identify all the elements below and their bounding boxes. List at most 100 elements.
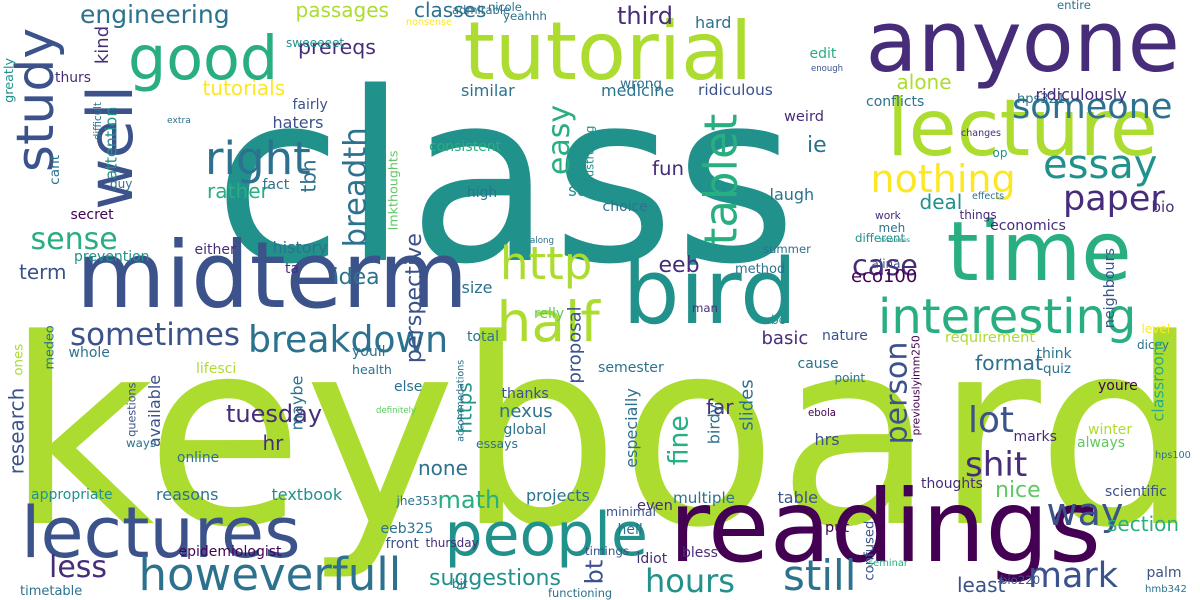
cloud-word: mark [1028,555,1118,596]
cloud-word: nature [822,328,868,344]
cloud-word: things [959,208,997,222]
cloud-word: extra [167,114,191,126]
cloud-word: either [194,242,236,258]
cloud-word: ones [11,343,27,376]
cloud-word: yeahhh [503,9,547,23]
cloud-word: timetable [20,584,83,599]
cloud-word: format [975,351,1044,375]
cloud-word: always [1077,435,1126,451]
cloud-word: kind [92,25,114,65]
cloud-word: ebola [808,408,837,419]
cloud-word: far [706,395,734,419]
cloud-word: front [385,536,419,552]
cloud-word: meh [878,221,906,235]
cloud-word: essays [476,436,518,451]
cloud-word: proposal [564,306,586,384]
cloud-word: math [437,486,501,514]
cloud-word: alina [871,257,901,271]
cloud-word: relly [534,306,565,322]
cloud-word: projects [526,486,590,505]
cloud-word: multiple [673,488,736,507]
cloud-word: tutorial [463,5,753,98]
cloud-word: fact [262,177,290,193]
cloud-word: nice [995,478,1041,503]
cloud-word: breadth [338,126,374,247]
cloud-word: cause [797,356,839,372]
cloud-word: quiz [1043,361,1071,377]
cloud-word: prevention [74,249,150,265]
cloud-word: similar [461,81,515,100]
cloud-word: seminar [868,558,908,569]
cloud-word: effects [972,191,1005,202]
cloud-word: howeverfull [138,548,402,600]
cloud-word: definitely [376,405,417,416]
cloud-word: frustrating [582,125,597,186]
cloud-word: winter [1088,422,1133,438]
cloud-word: attention [100,106,120,180]
cloud-word: semester [598,360,664,376]
cloud-word: breakdown [248,318,449,361]
cloud-word: choice [602,199,648,215]
cloud-word: along [530,235,555,246]
cloud-word: hr [262,431,284,455]
cloud-word: essay [1043,142,1158,188]
cloud-word: conflicts [866,94,925,110]
cloud-word: research [3,387,28,475]
cloud-word: basic [761,328,809,349]
cloud-word: previouslyimm250 [909,334,923,435]
cloud-word: none [418,456,468,480]
cloud-word: bird [622,240,798,345]
cloud-word: anyone [865,0,1180,92]
cloud-word: minimal [606,504,656,519]
cloud-word: classes [414,0,487,22]
cloud-word: weird [784,107,824,125]
cloud-word: suggestions [429,566,561,591]
cloud-word: lot [968,400,1015,441]
cloud-word: cant [47,154,64,185]
cloud-word: paper [1063,179,1165,219]
cloud-word: eeb325 [380,521,434,537]
cloud-word: right [205,132,311,185]
cloud-word: ie [807,133,827,158]
cloud-word: engineering [80,0,230,29]
cloud-word: table [777,488,819,507]
cloud-word: http [500,237,593,290]
cloud-word: work [875,208,901,222]
cloud-word: interesting [878,289,1137,345]
cloud-word: even [637,496,673,514]
cloud-word: nonsense [406,17,452,28]
cloud-word: less [49,550,108,585]
cloud-word: bt [579,559,608,585]
cloud-word: point [834,371,866,385]
cloud-word: maybe [286,375,306,431]
cloud-word: hps100 [1155,450,1191,461]
cloud-word: bless [682,545,718,561]
cloud-word: youll [352,344,386,360]
cloud-word: whole [68,345,110,361]
cloud-word: confused [862,520,878,581]
cloud-word: method [735,261,786,277]
cloud-word: person [878,341,914,445]
cloud-word: way [1046,490,1124,534]
cloud-word: accommodations [455,359,467,442]
cloud-word: difficult [92,102,104,141]
cloud-word: greatly [1,57,17,103]
cloud-word: sometimes [70,316,240,353]
cloud-word: online [177,450,220,466]
cloud-word: term [19,260,67,284]
cloud-word: size [461,278,493,297]
cloud-word: deal [919,190,963,214]
cloud-word: lifesci [196,361,237,377]
cloud-word: jhe353 [396,494,438,508]
cloud-word: total [467,329,500,345]
cloud-word: least [957,573,1006,597]
cloud-word: easy [542,104,578,176]
cloud-word: someone [1012,87,1173,127]
cloud-word: economics [990,218,1066,234]
cloud-word: sense [30,222,118,257]
cloud-word: bit [452,577,468,591]
cloud-word: good [128,24,279,94]
cloud-word: midterm [76,222,469,329]
cloud-word: lectures [21,492,301,574]
cloud-word: thurs [55,70,92,86]
